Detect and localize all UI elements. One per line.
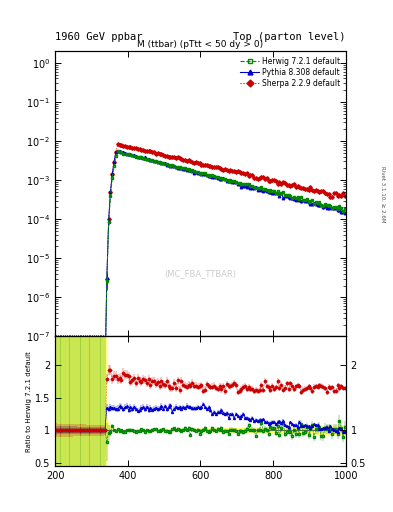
Text: Top (parton level): Top (parton level) xyxy=(233,32,346,42)
Text: (MC_FBA_TTBAR): (MC_FBA_TTBAR) xyxy=(164,269,237,278)
Text: 1960 GeV ppbar: 1960 GeV ppbar xyxy=(55,32,143,42)
Title: M (ttbar) (pTtt < 50 dy > 0): M (ttbar) (pTtt < 50 dy > 0) xyxy=(138,40,263,49)
Text: Rivet 3.1.10, ≥ 2.6M: Rivet 3.1.10, ≥ 2.6M xyxy=(381,166,386,223)
Legend: Herwig 7.2.1 default, Pythia 8.308 default, Sherpa 2.2.9 default: Herwig 7.2.1 default, Pythia 8.308 defau… xyxy=(239,55,342,90)
Y-axis label: Ratio to Herwig 7.2.1 default: Ratio to Herwig 7.2.1 default xyxy=(26,351,32,452)
